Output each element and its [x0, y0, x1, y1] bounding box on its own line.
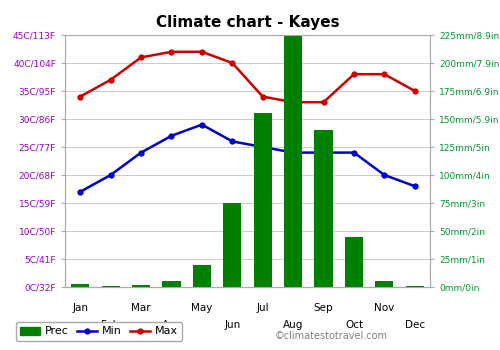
Bar	[71, 284, 90, 287]
Text: Jul: Jul	[256, 303, 269, 313]
Text: Jun: Jun	[224, 320, 240, 330]
Text: Oct: Oct	[345, 320, 363, 330]
Bar	[223, 203, 242, 287]
Bar	[284, 29, 302, 287]
Text: Sep: Sep	[314, 303, 334, 313]
Text: ©climatestotravel.com: ©climatestotravel.com	[275, 331, 388, 341]
Text: Aug: Aug	[283, 320, 304, 330]
Text: Jan: Jan	[72, 303, 88, 313]
Bar	[406, 286, 424, 287]
Bar	[314, 130, 332, 287]
Bar	[345, 237, 363, 287]
Legend: Prec, Min, Max: Prec, Min, Max	[16, 322, 182, 341]
Bar	[162, 281, 180, 287]
Bar	[132, 285, 150, 287]
Text: Feb: Feb	[102, 320, 120, 330]
Text: Nov: Nov	[374, 303, 394, 313]
Text: Mar: Mar	[131, 303, 151, 313]
Bar	[193, 265, 211, 287]
Bar	[254, 113, 272, 287]
Bar	[102, 286, 120, 287]
Bar	[375, 281, 394, 287]
Title: Climate chart - Kayes: Climate chart - Kayes	[156, 15, 340, 30]
Text: May: May	[191, 303, 212, 313]
Text: Apr: Apr	[162, 320, 180, 330]
Text: Dec: Dec	[404, 320, 425, 330]
